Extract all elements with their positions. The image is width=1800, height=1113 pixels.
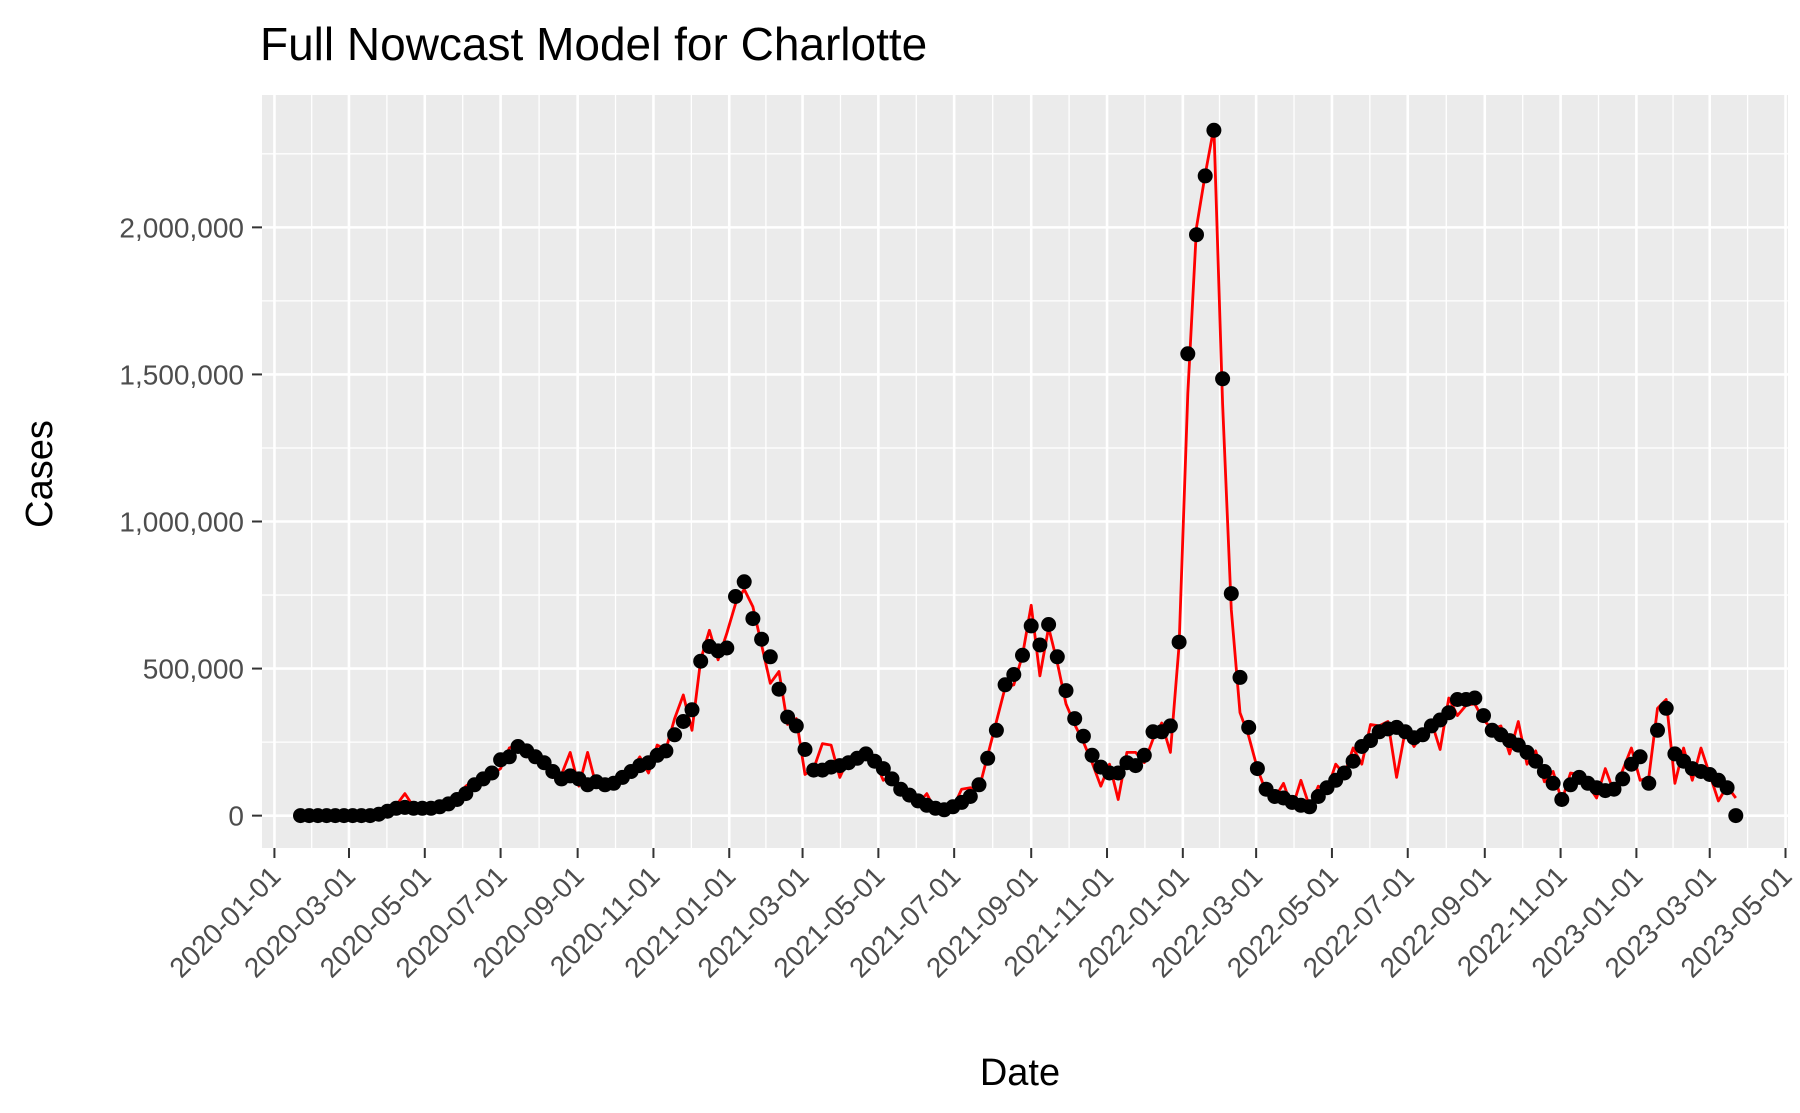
observed-data-point: [1232, 669, 1248, 685]
plot-panel: [262, 95, 1788, 848]
observed-data-point: [1058, 683, 1074, 699]
observed-data-point: [1136, 747, 1152, 763]
observed-data-point: [980, 750, 996, 766]
observed-data-point: [693, 653, 709, 669]
observed-data-point: [1302, 799, 1318, 815]
observed-data-point: [484, 765, 500, 781]
x-axis-title: Date: [980, 1052, 1060, 1094]
observed-data-point: [1049, 649, 1065, 665]
observed-data-point: [1171, 634, 1187, 650]
observed-data-point: [1128, 758, 1144, 774]
observed-data-point: [1545, 775, 1561, 791]
observed-data-point: [1606, 781, 1622, 797]
observed-data-point: [667, 727, 683, 743]
observed-data-point: [1641, 775, 1657, 791]
y-axis-title: Cases: [19, 420, 61, 528]
observed-data-point: [1023, 618, 1039, 634]
observed-data-point: [762, 649, 778, 665]
observed-data-point: [971, 777, 987, 793]
observed-data-point: [1467, 690, 1483, 706]
observed-data-point: [1015, 647, 1030, 663]
y-axis: 0 500,000 1,000,000 1,500,000 2,000,000: [119, 212, 262, 832]
observed-data-point: [1041, 617, 1057, 632]
observed-data-point: [962, 789, 978, 804]
observed-data-point: [1189, 227, 1204, 243]
observed-data-point: [1032, 637, 1048, 653]
observed-data-point: [884, 771, 900, 787]
observed-data-point: [754, 631, 770, 647]
observed-data-point: [1249, 761, 1265, 777]
y-tick-label: 0: [228, 801, 244, 832]
observed-data-point: [1241, 719, 1257, 735]
observed-data-point: [1345, 753, 1361, 769]
observed-data-point: [1554, 792, 1570, 807]
observed-data-point: [1067, 711, 1083, 727]
chart-title: Full Nowcast Model for Charlotte: [260, 18, 927, 70]
observed-data-point: [797, 742, 813, 757]
observed-data-point: [1110, 765, 1126, 781]
observed-data-point: [771, 681, 787, 697]
y-tick-label: 1,000,000: [119, 507, 244, 538]
observed-data-point: [1206, 122, 1222, 138]
observed-data-point: [1197, 168, 1213, 184]
observed-data-point: [1632, 749, 1648, 765]
observed-points-layer: [293, 122, 1744, 824]
observed-data-point: [1719, 780, 1735, 796]
observed-data-point: [788, 718, 804, 734]
observed-data-point: [1658, 700, 1674, 716]
observed-data-point: [719, 640, 735, 656]
observed-data-point: [658, 743, 674, 759]
observed-data-point: [1084, 747, 1100, 763]
observed-data-point: [1215, 371, 1231, 387]
observed-data-point: [745, 611, 761, 627]
observed-data-point: [988, 722, 1004, 738]
observed-data-point: [1441, 705, 1457, 721]
observed-data-point: [1476, 708, 1491, 724]
observed-data-point: [675, 714, 691, 729]
observed-data-point: [1006, 667, 1022, 682]
observed-data-point: [875, 761, 891, 777]
observed-data-point: [1223, 586, 1239, 602]
observed-data-point: [736, 574, 752, 590]
observed-data-point: [684, 702, 700, 718]
observed-data-point: [1075, 728, 1091, 744]
y-tick-label: 2,000,000: [119, 212, 244, 243]
observed-data-point: [1528, 753, 1544, 769]
observed-data-point: [1162, 718, 1178, 734]
observed-data-point: [1615, 771, 1631, 787]
observed-data-point: [1650, 722, 1665, 738]
observed-data-point: [1336, 765, 1352, 781]
observed-data-point: [728, 589, 743, 604]
observed-data-point: [501, 749, 517, 765]
observed-data-point: [997, 677, 1013, 693]
observed-data-point: [1728, 808, 1744, 824]
observed-data-point: [1180, 346, 1196, 362]
y-tick-label: 500,000: [143, 654, 244, 685]
observed-data-point: [1536, 764, 1552, 779]
y-tick-label: 1,500,000: [119, 359, 244, 390]
